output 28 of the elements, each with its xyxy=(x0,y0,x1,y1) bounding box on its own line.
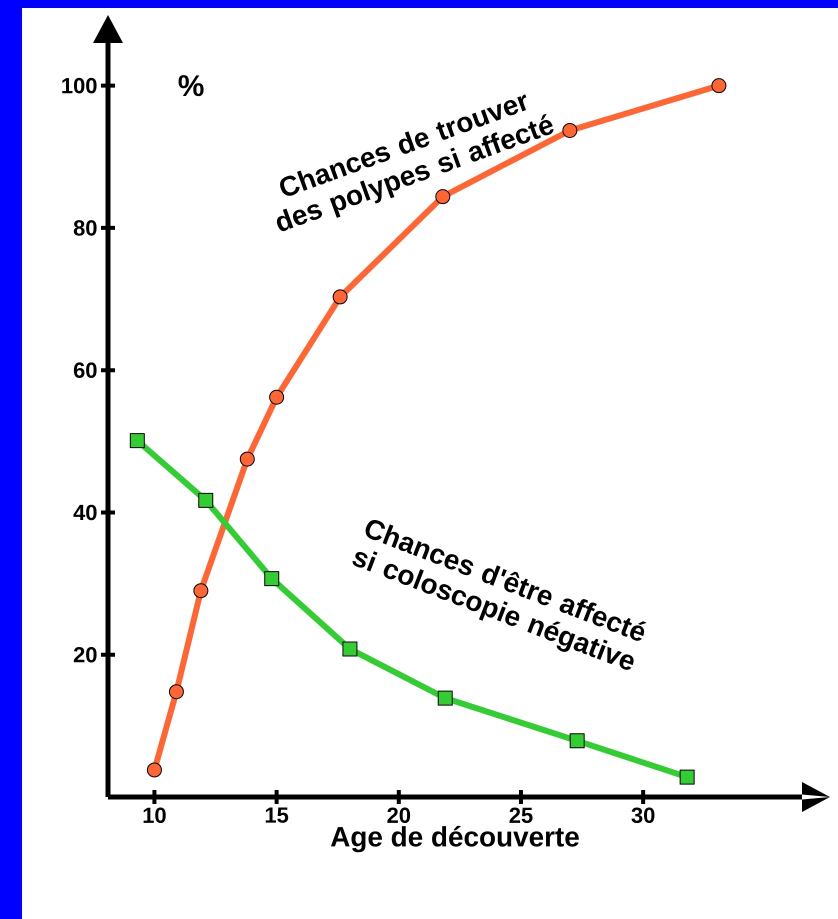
x-tick-label: 20 xyxy=(387,808,410,824)
y-tick-label: 20 xyxy=(74,646,97,662)
y-axis-title: % xyxy=(178,75,204,96)
point xyxy=(342,642,358,657)
point xyxy=(680,770,695,785)
point xyxy=(198,492,214,508)
y-tick-label: 60 xyxy=(74,362,97,378)
x-tick-label: 15 xyxy=(266,808,288,823)
point xyxy=(240,452,255,467)
point xyxy=(332,289,348,304)
point xyxy=(562,122,578,138)
x-tick-label: 30 xyxy=(631,808,654,824)
y-tick-label: 40 xyxy=(73,504,97,520)
x-tick-label: 10 xyxy=(144,808,166,824)
y-tick-label: 100 xyxy=(62,78,97,94)
point xyxy=(168,684,184,700)
point xyxy=(269,390,284,405)
point xyxy=(193,583,208,598)
point xyxy=(570,733,585,748)
point xyxy=(438,690,453,706)
x-tick-label: 25 xyxy=(510,808,533,824)
point xyxy=(146,762,162,778)
point xyxy=(435,189,450,204)
point xyxy=(711,78,726,94)
y-tick-label: 80 xyxy=(74,220,97,236)
x-axis-title: Age de découverte xyxy=(330,826,579,852)
point xyxy=(130,433,145,448)
point xyxy=(264,571,280,586)
